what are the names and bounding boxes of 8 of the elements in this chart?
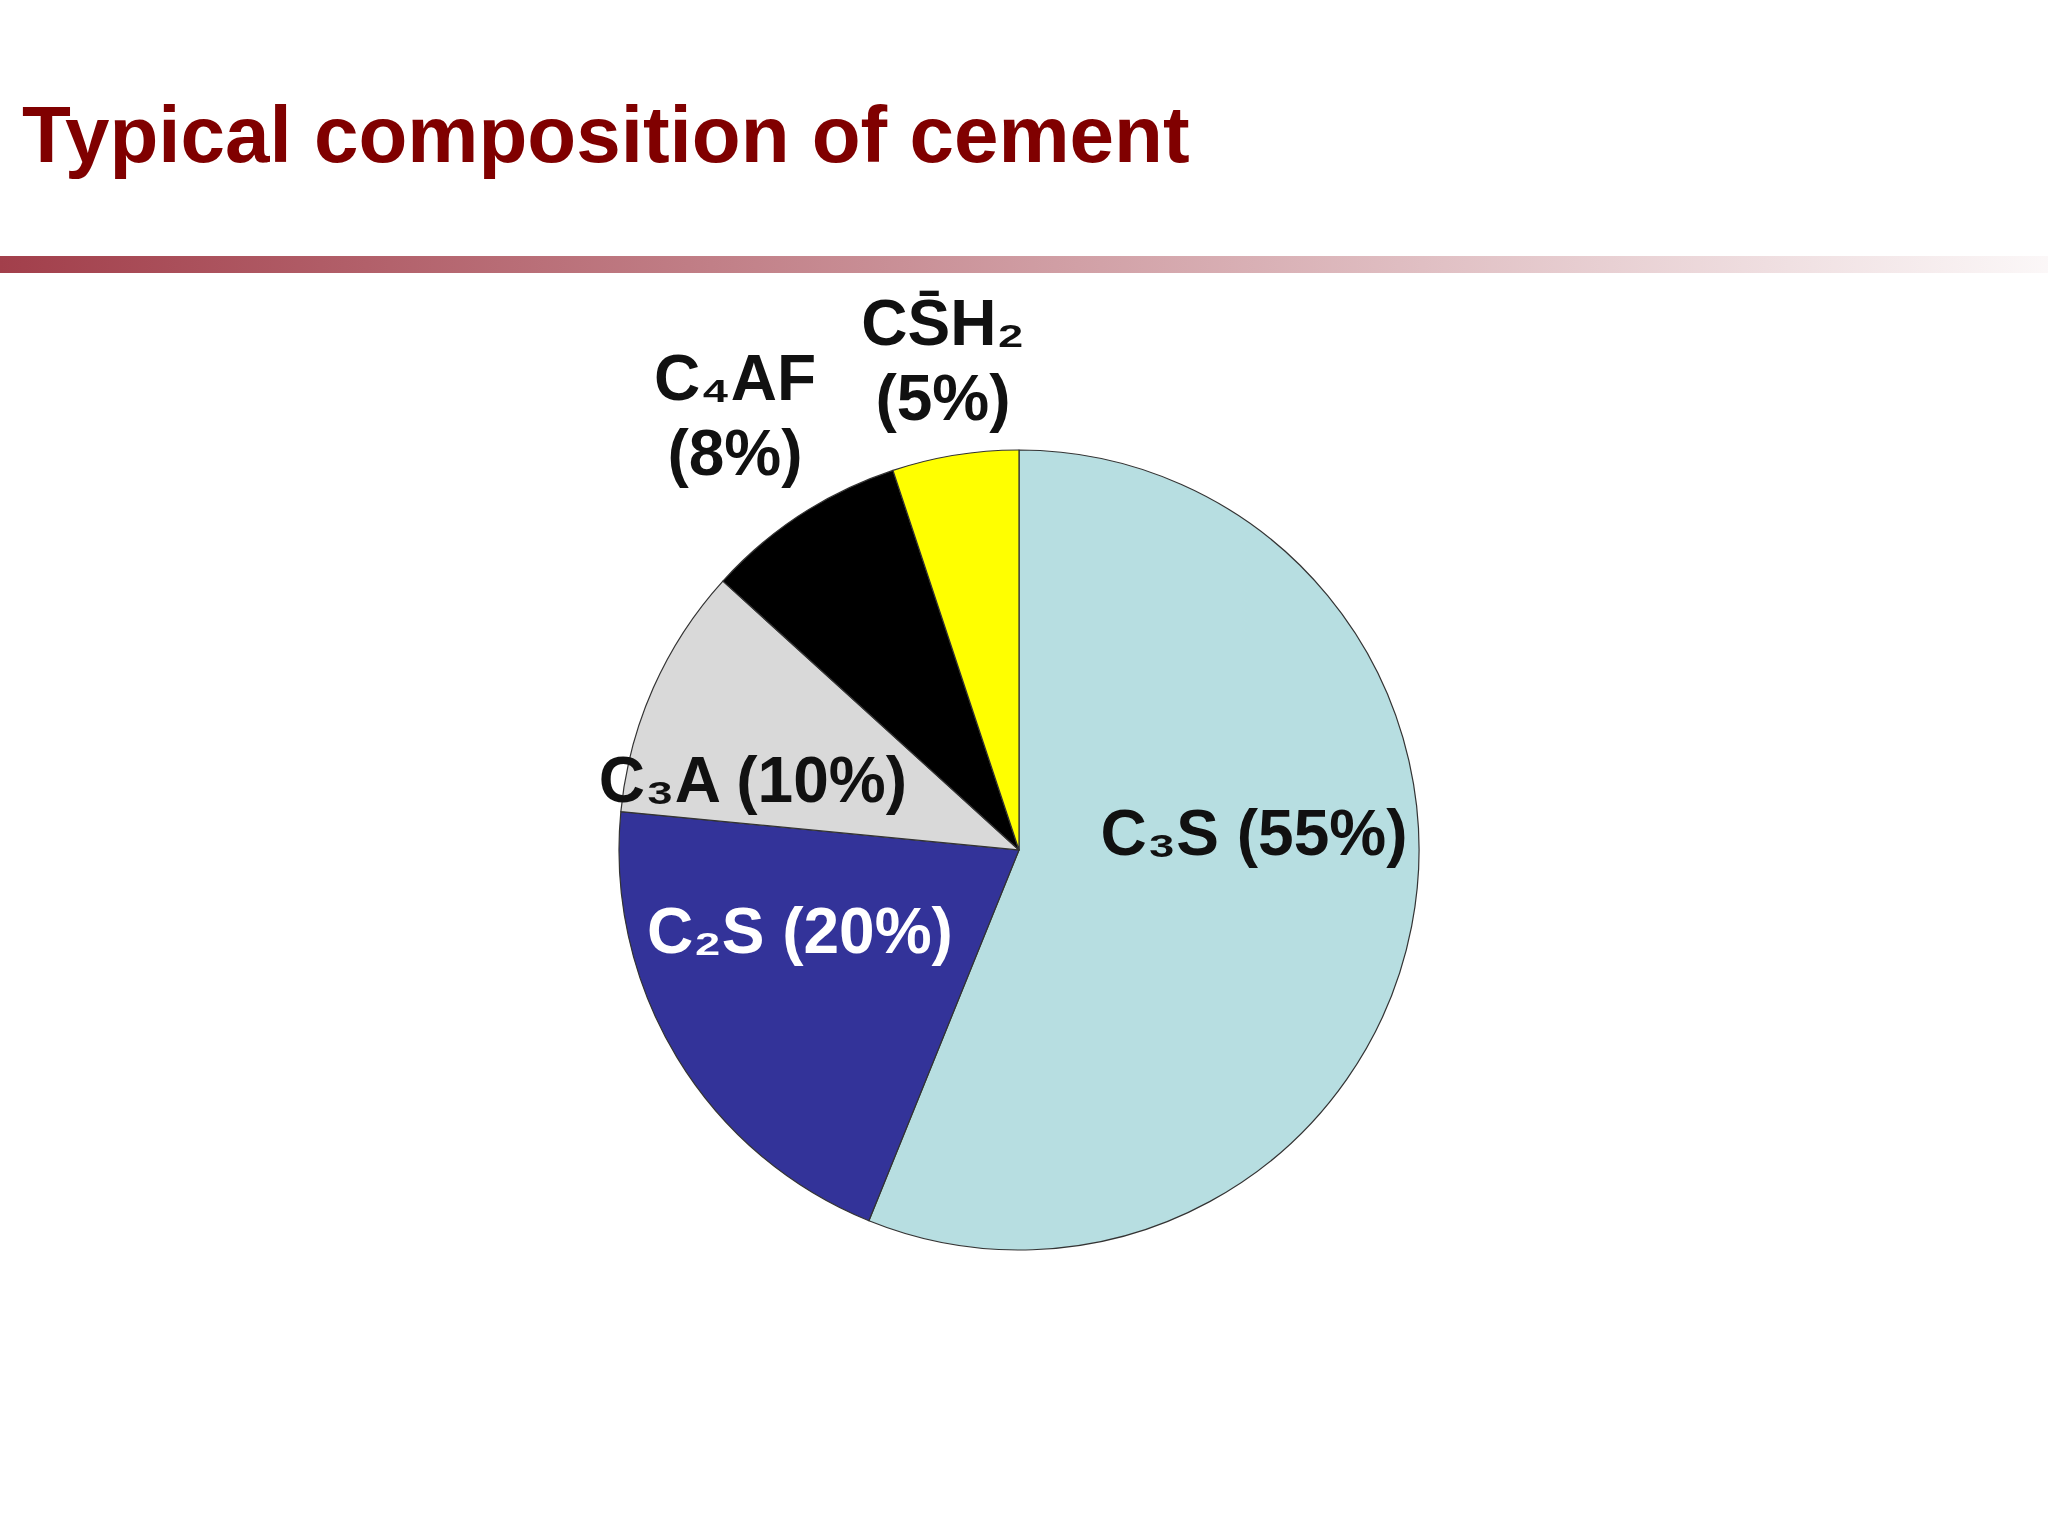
slice-label: C₃A (10%) (598, 744, 907, 816)
data-label: (5%) (875, 362, 1011, 434)
slice-label: C₄AF (653, 342, 817, 414)
slice-label: C₃S (55%) (1100, 797, 1408, 869)
data-label: (8%) (667, 417, 803, 489)
slice-label: CS̄H₂ (861, 287, 1025, 359)
chart-title: Typical composition of cement (22, 90, 1190, 179)
slice-label: C₂S (20%) (647, 895, 953, 967)
